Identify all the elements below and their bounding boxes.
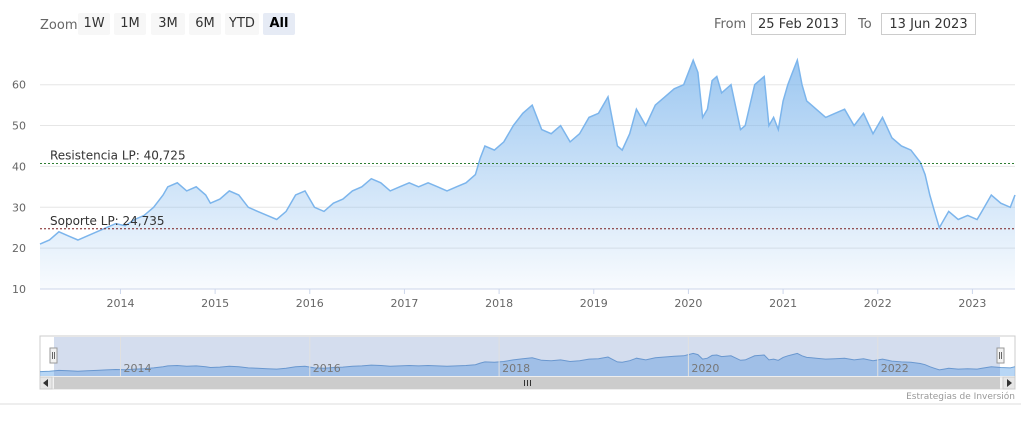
x-tick-label: 2016: [296, 297, 324, 310]
navigator-series: [39, 352, 1016, 376]
annotations: Resistencia LP: 40,725 Soporte LP: 24,735: [40, 148, 1015, 230]
zoom-all-button[interactable]: All: [263, 13, 295, 35]
to-label: To: [858, 17, 872, 32]
zoom-6m-button[interactable]: 6M: [189, 13, 221, 35]
y-tick-label: 30: [12, 201, 26, 214]
x-tick-label: 2017: [390, 297, 418, 310]
zoom-3m-button[interactable]: 3M: [151, 13, 185, 35]
navigator-tick-label: 2016: [313, 362, 341, 375]
x-tick-label: 2014: [106, 297, 134, 310]
y-tick-label: 40: [12, 160, 26, 173]
x-tick-label: 2020: [674, 297, 702, 310]
x-tick-label: 2022: [864, 297, 892, 310]
y-tick-label: 20: [12, 242, 26, 255]
navigator-selected-range[interactable]: [54, 337, 1000, 376]
scrollbar[interactable]: [39, 376, 1016, 390]
credits-label: Estrategias de Inversión: [906, 392, 1015, 402]
navigator-tick-label: 2018: [502, 362, 530, 375]
x-tick-label: 2019: [580, 297, 608, 310]
series-line: [39, 57, 1016, 245]
zoom-ytd-button[interactable]: YTD: [225, 13, 259, 35]
y-tick-label: 60: [12, 79, 26, 92]
navigator-tick-label: 2022: [881, 362, 909, 375]
x-axis: 2014 2015 2016 2017 2018 2019 2020 2021 2022 2023: [106, 289, 986, 310]
zoom-1m-button[interactable]: 1M: [114, 13, 146, 35]
x-tick-label: 2021: [769, 297, 797, 310]
y-axis: 10 20 30 40 50 60: [12, 79, 26, 296]
navigator[interactable]: 2014 2016 2018 2020 2022: [39, 335, 1016, 378]
zoom-1w-button[interactable]: 1W: [78, 13, 110, 35]
navigator-right-handle[interactable]: [996, 347, 1005, 364]
navigator-tick-label: 2020: [691, 362, 719, 375]
resistance-label: Resistencia LP: 40,725: [50, 148, 186, 162]
from-date-input[interactable]: 25 Feb 2013: [751, 13, 846, 35]
navigator-left-handle[interactable]: [49, 347, 58, 364]
scrollbar-grip-icon: [524, 380, 531, 386]
navigator-tick-label: 2014: [123, 362, 151, 375]
navigator-line: [39, 352, 1016, 373]
to-date-input[interactable]: 13 Jun 2023: [881, 13, 976, 35]
from-label: From: [714, 17, 747, 32]
series-layer: [39, 57, 1016, 290]
range-selector-toolbar: Zoom 1W 1M 3M 6M YTD All From 25 Feb 201…: [0, 0, 1021, 48]
arrow-left-icon: [43, 379, 48, 387]
y-tick-label: 10: [12, 283, 26, 296]
y-tick-label: 50: [12, 120, 26, 133]
x-tick-label: 2018: [485, 297, 513, 310]
x-tick-label: 2023: [958, 297, 986, 310]
zoom-label: Zoom: [40, 18, 78, 33]
x-tick-label: 2015: [201, 297, 229, 310]
support-label: Soporte LP: 24,735: [50, 214, 165, 228]
arrow-right-icon: [1007, 379, 1012, 387]
navigator-area: [40, 353, 1015, 376]
series-area: [40, 60, 1015, 290]
navigator-axis: 2014 2016 2018 2020 2022: [119, 337, 909, 376]
